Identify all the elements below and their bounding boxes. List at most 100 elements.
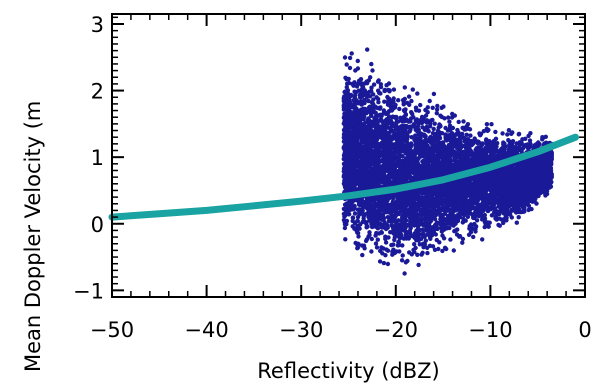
- scatter-point: [371, 82, 377, 87]
- scatter-point: [489, 122, 494, 127]
- scatter-point: [456, 119, 461, 125]
- scatter-point: [415, 226, 421, 231]
- scatter-point: [397, 249, 402, 254]
- scatter-point: [425, 250, 430, 256]
- scatter-point: [468, 133, 473, 138]
- scatter-point: [438, 113, 443, 118]
- scatter-point: [410, 111, 415, 117]
- scatter-point: [383, 240, 389, 245]
- scatter-point: [397, 106, 402, 112]
- scatter-point: [390, 252, 395, 257]
- scatter-point: [430, 105, 435, 111]
- scatter-point: [369, 61, 374, 67]
- scatter-point: [444, 246, 449, 252]
- scatter-point: [358, 77, 364, 82]
- scatter-point: [362, 212, 367, 217]
- scatter-point: [510, 139, 516, 144]
- scatter-point: [442, 116, 447, 121]
- scatter-point: [385, 223, 390, 228]
- scatter-point: [459, 134, 464, 139]
- scatter-point: [427, 98, 432, 104]
- scatter-point: [450, 151, 455, 156]
- scatter-point: [391, 163, 396, 168]
- scatter-point: [527, 138, 533, 143]
- scatter-point: [343, 237, 348, 242]
- scatter-point: [366, 234, 371, 239]
- scatter-point: [478, 133, 483, 138]
- scatter-point: [352, 211, 358, 216]
- scatter-point: [446, 115, 451, 120]
- scatter-point: [409, 98, 414, 104]
- scatter-point: [431, 140, 436, 145]
- scatter-point: [471, 155, 476, 160]
- scatter-point: [439, 105, 444, 111]
- scatter-point: [381, 260, 387, 266]
- scatter-point: [361, 243, 367, 248]
- scatter-point: [355, 81, 361, 87]
- scatter-point: [440, 233, 445, 238]
- scatter-point: [451, 248, 456, 253]
- scatter-point: [449, 211, 454, 217]
- scatter-point: [526, 207, 531, 213]
- scatter-point: [433, 232, 438, 237]
- scatter-point: [375, 79, 381, 84]
- scatter-point: [460, 236, 466, 242]
- scatter-point: [516, 215, 521, 220]
- scatter-point: [395, 243, 401, 248]
- scatter-point: [388, 230, 393, 235]
- scatter-point: [347, 55, 353, 61]
- scatter-point: [514, 220, 519, 225]
- scatter-point: [436, 246, 441, 252]
- scatter-point: [493, 214, 498, 220]
- scatter-point: [496, 222, 501, 228]
- scatter-point: [499, 146, 504, 151]
- scatter-point: [342, 55, 348, 60]
- scatter-point: [405, 100, 410, 106]
- scatter-point: [347, 65, 353, 71]
- scatter-point: [450, 217, 455, 222]
- scatter-point: [497, 211, 502, 217]
- scatter-point: [349, 51, 354, 56]
- scatter-point: [528, 131, 533, 136]
- scatter-point: [516, 132, 521, 137]
- scatter-point: [431, 91, 437, 97]
- scatter-point: [371, 92, 376, 97]
- scatter-point: [356, 234, 361, 239]
- scatter-point: [396, 98, 401, 103]
- scatter-point: [364, 220, 369, 225]
- scatter-point: [489, 213, 495, 218]
- scatter-point: [506, 138, 511, 143]
- scatter-point: [434, 237, 439, 243]
- scatter-point: [487, 220, 492, 225]
- scatter-point: [402, 85, 407, 90]
- scatter-point: [434, 107, 440, 112]
- scatter-point: [465, 122, 471, 127]
- scatter-point: [403, 112, 409, 118]
- scatter-point: [352, 205, 357, 211]
- scatter-point: [386, 81, 392, 86]
- scatter-point: [469, 150, 475, 155]
- scatter-point: [352, 89, 357, 94]
- scatter-point: [471, 234, 476, 240]
- scatter-point: [387, 89, 392, 94]
- scatter-point: [460, 125, 465, 131]
- scatter-point: [474, 218, 480, 223]
- scatter-point: [365, 47, 370, 52]
- scatter-point: [440, 248, 445, 254]
- scatter-point: [420, 195, 425, 201]
- scatter-point: [445, 155, 451, 161]
- scatter-point: [364, 225, 369, 230]
- scatter-point: [480, 237, 485, 242]
- scatter-point: [364, 81, 370, 86]
- scatter-point: [344, 62, 349, 67]
- scatter-point: [461, 149, 466, 154]
- scatter-point: [399, 117, 404, 123]
- scatter-point: [521, 208, 527, 214]
- scatter-point: [495, 141, 500, 146]
- scatter-point: [368, 75, 373, 80]
- scatter-point: [484, 122, 490, 127]
- scatter-point: [378, 84, 384, 90]
- scatter-point: [432, 247, 438, 252]
- scatter-point: [374, 130, 380, 135]
